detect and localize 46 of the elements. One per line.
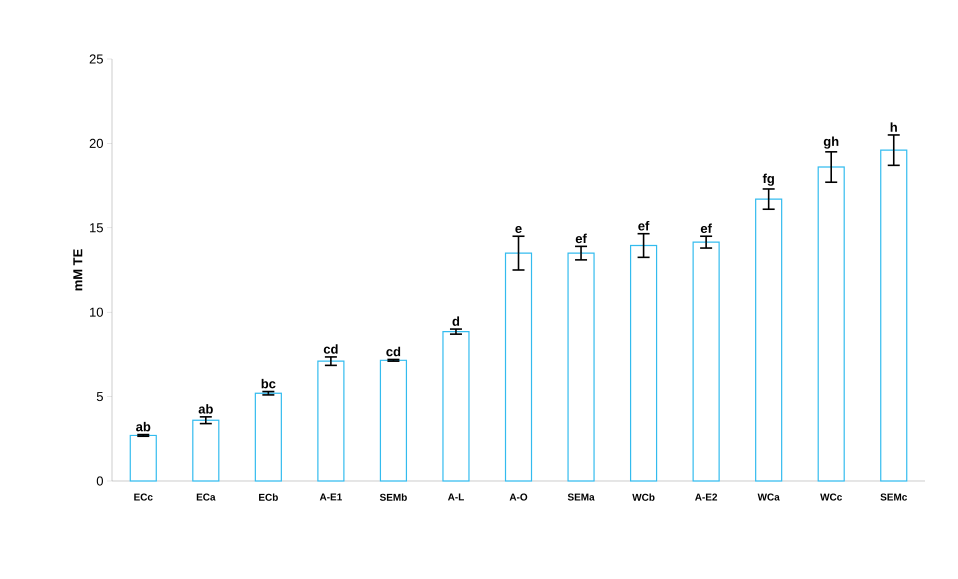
annotation: d	[452, 316, 460, 326]
bar	[254, 392, 282, 482]
x-tick-label: A-E2	[695, 494, 718, 500]
x-tick-label: WCb	[632, 494, 655, 501]
annotation: cd	[324, 344, 338, 354]
bar	[442, 331, 470, 482]
y-tick-label: 25	[90, 54, 103, 64]
annotation: h	[890, 122, 897, 132]
annotation: ef	[576, 234, 587, 244]
y-tick-label: 20	[90, 138, 103, 148]
annotation: cd	[386, 346, 400, 356]
bar	[818, 166, 845, 482]
bar	[504, 252, 532, 482]
x-tick-label: A-L	[448, 494, 464, 500]
x-tick-label: ECc	[134, 494, 153, 501]
y-tick-label: 0	[96, 476, 103, 486]
annotation: ef	[700, 224, 712, 234]
x-tick-label: WCa	[758, 494, 780, 501]
annotation: fg	[762, 174, 774, 186]
x-tick-label: SEMb	[380, 494, 407, 501]
y-axis-title: mM TE	[73, 249, 82, 290]
bar	[692, 242, 720, 482]
bar	[380, 360, 408, 482]
annotation: ef	[638, 220, 650, 231]
x-tick-label: WCc	[820, 494, 842, 501]
bar	[130, 434, 157, 482]
annotation: ab	[136, 422, 150, 432]
y-tick-label: 5	[96, 392, 103, 402]
x-tick-label: SEMa	[568, 494, 595, 501]
annotation: e	[515, 226, 522, 234]
y-tick-label: 10	[90, 308, 103, 317]
bar	[630, 244, 658, 482]
bar	[567, 252, 595, 482]
x-tick-label: ECa	[196, 494, 216, 501]
annotation: gh	[824, 136, 838, 149]
annotation: ab	[198, 404, 213, 414]
x-tick-label: ECb	[259, 494, 278, 501]
bar	[317, 360, 344, 482]
x-tick-label: A-E1	[320, 494, 342, 500]
bar	[192, 420, 220, 482]
bar	[880, 150, 908, 482]
annotation: bc	[262, 378, 276, 388]
x-tick-label: A-O	[510, 494, 528, 501]
x-tick-label: SEMc	[880, 494, 908, 501]
bar	[755, 198, 782, 482]
y-tick-label: 15	[90, 223, 103, 232]
